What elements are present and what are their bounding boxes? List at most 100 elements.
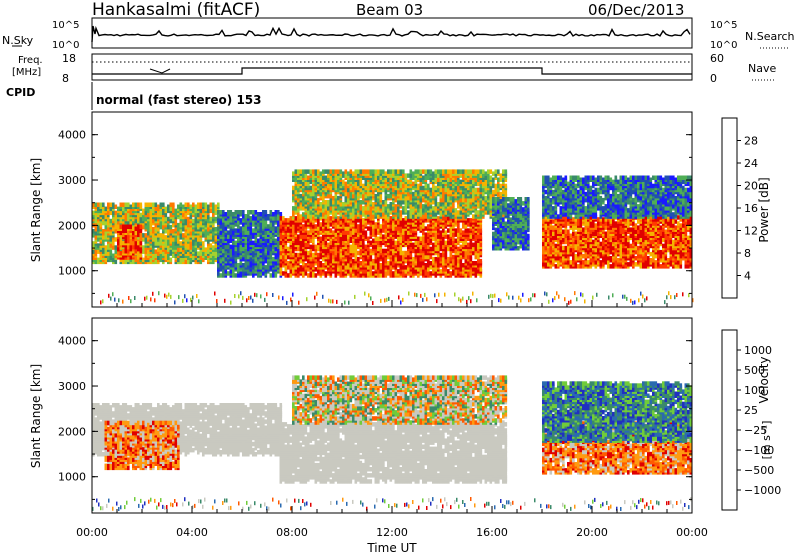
heatmap-cell	[157, 255, 160, 260]
heatmap-cell	[334, 179, 338, 185]
heatmap-cell	[252, 240, 255, 246]
heatmap-cell	[374, 193, 378, 199]
heatmap-cell	[249, 234, 253, 239]
heatmap-cell	[94, 235, 98, 240]
heatmap-cell	[317, 230, 320, 235]
heatmap-cell	[234, 240, 238, 246]
heatmap-cell	[382, 169, 385, 174]
date-label: 06/Dec/2013	[588, 1, 684, 19]
heatmap-cell	[392, 254, 395, 260]
heatmap-cell	[294, 252, 298, 258]
heatmap-cell	[344, 234, 348, 239]
heatmap-cell	[182, 204, 185, 209]
heatmap-cell	[134, 249, 138, 254]
heatmap-cell	[184, 220, 188, 226]
heatmap-cell	[444, 185, 448, 191]
heatmap-cell	[214, 227, 218, 232]
heatmap-cell	[472, 242, 475, 248]
heatmap-cell	[319, 222, 323, 227]
heatmap-cell	[214, 243, 218, 248]
heatmap-cell	[407, 254, 410, 260]
heatmap-cell	[314, 267, 318, 272]
heatmap-cell	[327, 169, 330, 174]
heatmap-cell	[412, 175, 415, 180]
heatmap-cell	[217, 226, 220, 231]
heatmap-cell	[269, 242, 273, 248]
heatmap-cell	[137, 232, 140, 238]
heatmap-cell	[382, 187, 385, 193]
heatmap-cell	[237, 263, 240, 268]
heatmap-cell	[267, 224, 270, 229]
heatmap-cell	[224, 220, 228, 225]
heatmap-cell	[97, 202, 100, 207]
heatmap-cell	[407, 179, 410, 185]
heatmap-cell	[234, 210, 238, 215]
heatmap-cell	[337, 238, 340, 243]
heatmap-cell	[422, 224, 425, 229]
heatmap-cell	[379, 248, 383, 254]
heatmap-cell	[134, 230, 138, 236]
heatmap-cell	[119, 230, 123, 236]
heatmap-cell	[134, 226, 138, 231]
heatmap-cell	[374, 206, 378, 211]
heatmap-cell	[382, 252, 385, 258]
heatmap-cell	[179, 235, 183, 240]
heatmap-cell	[147, 206, 150, 212]
heatmap-cell	[299, 214, 303, 219]
heatmap-cell	[354, 224, 358, 229]
heatmap-cell	[397, 208, 400, 213]
heatmap-cell	[392, 271, 395, 276]
heatmap-cell	[447, 216, 450, 221]
heatmap-cell	[437, 181, 440, 187]
heatmap-cell	[379, 254, 383, 260]
heatmap-cell	[459, 263, 463, 268]
heatmap-cell	[332, 254, 335, 260]
heatmap-cell	[447, 228, 450, 233]
heatmap-cell	[222, 256, 225, 262]
heatmap-cell	[432, 171, 435, 176]
heatmap-cell	[432, 246, 435, 252]
heatmap-cell	[362, 256, 365, 262]
heatmap-cell	[419, 236, 423, 241]
heatmap-cell	[172, 202, 175, 207]
heatmap-cell	[342, 171, 345, 176]
heatmap-cell	[399, 210, 403, 215]
heatmap-cell	[429, 187, 433, 193]
heatmap-cell	[422, 265, 425, 270]
heatmap-cell	[389, 265, 393, 270]
heatmap-cell	[439, 193, 443, 199]
heatmap-cell	[107, 218, 110, 224]
heatmap-cell	[287, 228, 290, 233]
heatmap-cell	[382, 200, 385, 205]
heatmap-cell	[337, 179, 340, 185]
heatmap-cell	[109, 243, 113, 248]
heatmap-cell	[317, 256, 320, 262]
heatmap-cell	[324, 175, 328, 180]
heatmap-cell	[402, 236, 405, 241]
heatmap-cell	[159, 241, 163, 246]
heatmap-cell	[129, 257, 133, 263]
heatmap-cell	[369, 240, 373, 246]
heatmap-cell	[374, 236, 378, 241]
heatmap-cell	[412, 248, 415, 254]
heatmap-cell	[352, 193, 355, 199]
heatmap-cell	[324, 271, 328, 276]
heatmap-cell	[317, 226, 320, 231]
heatmap-cell	[272, 269, 275, 274]
heatmap-cell	[354, 169, 358, 174]
heatmap-cell	[367, 265, 370, 270]
heatmap-cell	[167, 204, 170, 209]
heatmap-cell	[319, 226, 323, 231]
heatmap-cell	[182, 233, 185, 238]
heatmap-cell	[317, 244, 320, 250]
heatmap-cell	[379, 224, 383, 229]
heatmap-cell	[244, 261, 248, 266]
heatmap-cell	[337, 224, 340, 229]
heatmap-cell	[194, 241, 198, 246]
heatmap-cell	[314, 224, 318, 229]
heatmap-cell	[417, 236, 420, 241]
heatmap-cell	[229, 252, 233, 258]
heatmap-cell	[287, 273, 290, 278]
heatmap-cell	[127, 212, 130, 218]
heatmap-cell	[167, 241, 170, 246]
